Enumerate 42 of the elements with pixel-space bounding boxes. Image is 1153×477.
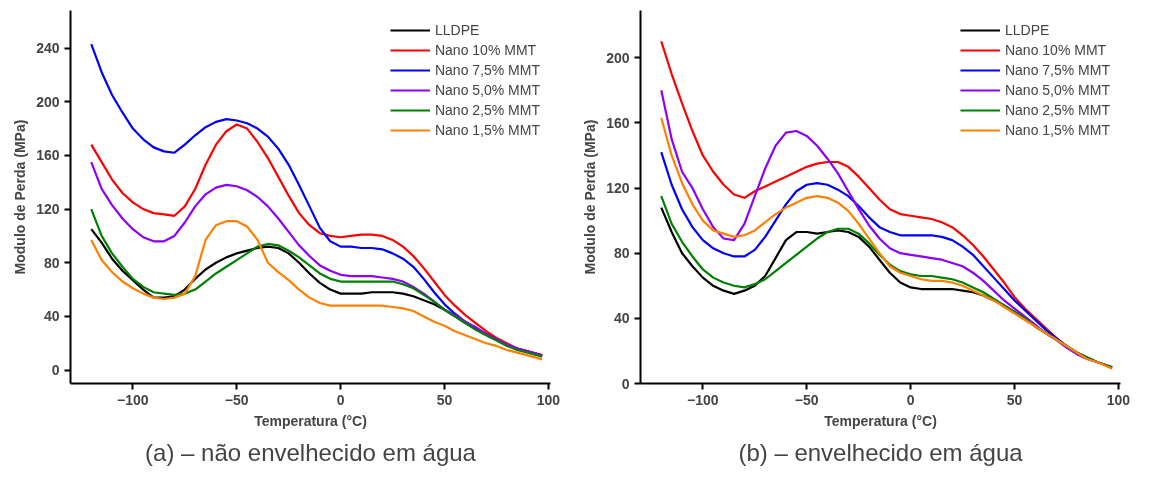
y-axis-title: Modulo de Perda (MPa)	[582, 119, 599, 275]
legend-label: Nano 10% MMT	[434, 42, 537, 58]
y-tick-label: 200	[606, 49, 630, 66]
legend-label: Nano 5,0% MMT	[434, 82, 540, 98]
y-tick-label: 200	[36, 93, 60, 110]
legend-label: Nano 7,5% MMT	[1004, 62, 1110, 78]
y-tick-label: 0	[51, 362, 60, 379]
y-tick-label: 160	[606, 114, 630, 131]
y-tick-label: 80	[43, 254, 60, 271]
x-tick-label: 50	[436, 391, 453, 408]
line-series	[90, 161, 544, 357]
x-axis-title: Temperatura (°C)	[254, 412, 367, 429]
y-axis-title: Modulo de Perda (MPa)	[12, 119, 29, 275]
legend-label: Nano 7,5% MMT	[434, 62, 540, 78]
text: (b) – envelhecido em água	[738, 438, 1024, 466]
legend-label: Nano 1,5% MMT	[1004, 122, 1110, 138]
x-tick-label: 100	[1106, 391, 1131, 408]
x-tick-label: −100	[117, 391, 149, 408]
y-tick-label: 40	[43, 308, 60, 325]
y-tick-label: 0	[621, 375, 630, 392]
x-axis-title: Temperatura (°C)	[824, 412, 937, 429]
legend-label: Nano 2,5% MMT	[434, 102, 540, 118]
legend-label: Nano 5,0% MMT	[1004, 82, 1110, 98]
x-tick-label: −100	[687, 391, 719, 408]
x-tick-label: −50	[224, 391, 249, 408]
legend-label: LLDPE	[1004, 22, 1050, 38]
y-tick-label: 80	[613, 245, 630, 262]
legend-label: Nano 1,5% MMT	[434, 122, 540, 138]
x-tick-label: 0	[906, 391, 915, 408]
y-tick-label: 40	[613, 310, 630, 327]
x-tick-label: −50	[794, 391, 819, 408]
legend-label: LLDPE	[434, 22, 480, 38]
y-tick-label: 120	[606, 180, 630, 197]
legend-label: Nano 10% MMT	[1004, 42, 1107, 58]
y-tick-label: 240	[36, 40, 60, 57]
y-tick-label: 120	[36, 201, 60, 218]
x-tick-label: 0	[336, 391, 345, 408]
text: (a) – não envelhecido em água	[145, 438, 477, 466]
y-tick-label: 160	[36, 147, 60, 164]
x-tick-label: 100	[536, 391, 561, 408]
x-tick-label: 50	[1006, 391, 1023, 408]
legend-label: Nano 2,5% MMT	[1004, 102, 1110, 118]
